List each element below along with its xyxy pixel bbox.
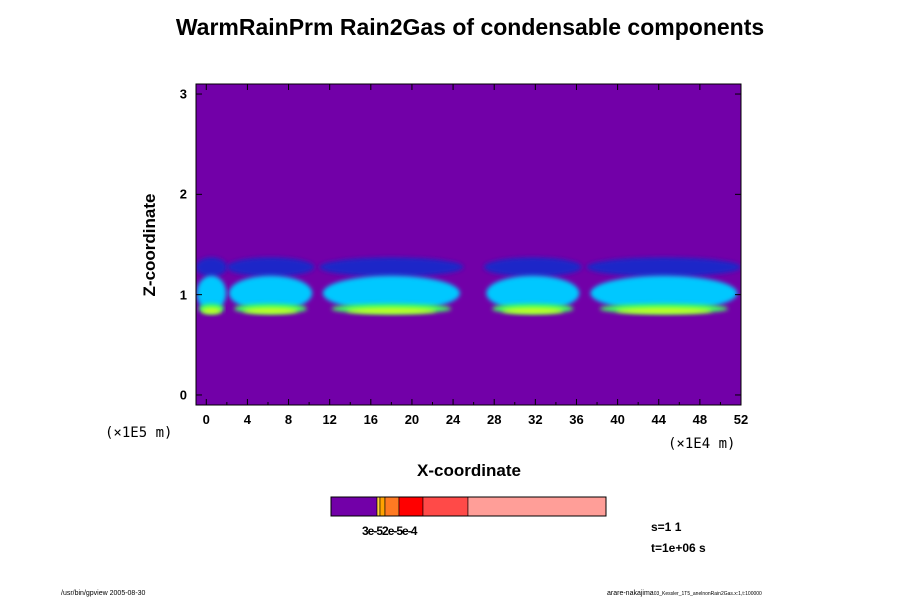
cloud-mid [196,275,227,311]
x-tick-label: 24 [445,412,461,427]
x-tick-label: 20 [404,412,420,427]
x-tick-label: 36 [569,412,584,427]
cloud-fringe [319,257,464,277]
cloud-fringe [226,257,315,277]
cloud-band [196,257,741,314]
chart-title: WarmRainPrm Rain2Gas of condensable comp… [175,14,765,40]
y-tick-label: 3 [179,86,187,102]
cloud-mid [590,275,738,311]
colorbar-frame [330,496,607,517]
x-tick-label: 28 [486,412,502,427]
cloud-peak [243,307,298,314]
colorbar-segment [376,496,381,517]
y-tick-label: 0 [179,387,187,403]
x-tick-label: 32 [528,412,543,427]
colorbar-segment [379,496,386,517]
y-axis-label: Z-coordinate [140,193,159,297]
s-info: s=1 1 [651,520,682,534]
t-info: t=1e+06 s [651,541,706,555]
plot-background [196,84,741,405]
colorbar-segment [467,496,607,517]
cloud-peak [615,307,713,314]
y-tick-label: 2 [179,186,187,202]
cloud-peak [201,307,222,314]
footer-command: /usr/bin/gpview 2005-08-30 [61,590,146,597]
plot-frame [195,83,742,406]
x-tick-label: 16 [363,412,379,427]
x-axis-label: X-coordinate [417,461,521,480]
x-tick-label: 0 [202,412,210,427]
colorbar-segment [398,496,424,517]
cloud-mid [228,275,313,311]
cloud-peak [502,307,564,314]
footer-user: arare-nakajima03_Kessler_1T5_anelnonRain… [607,590,762,597]
x-tick-label: 12 [322,412,337,427]
colorbar [330,496,607,517]
colorbar-segment [330,496,378,517]
cloud-fringe [586,257,741,277]
footer-file: 03_Kessler_1T5_anelnonRain2Gas.x:1,t:100… [653,591,762,597]
colorbar-segment [384,496,400,517]
x-tick-label: 4 [243,412,252,427]
x-tick-label: 8 [284,412,293,427]
footer-user-name: arare-nakajima [607,590,654,597]
cloud-fringe [196,257,227,277]
cloud-fringe [483,257,582,277]
x-tick-label: 40 [610,412,625,427]
tick-marks [196,84,742,405]
y-scale-note: (×1E5 m) [105,425,173,441]
x-tick-label: 52 [733,412,749,427]
cloud-peak [346,307,437,314]
cloud-mid [486,275,580,311]
colorbar-tick-label: 3e-52e-5e-4 [362,524,417,538]
cloud-mid [322,275,460,311]
x-tick-label: 48 [692,412,708,427]
x-scale-note: (×1E4 m) [668,436,736,452]
x-tick-label: 44 [651,412,666,427]
colorbar-segment [422,496,469,517]
y-tick-label: 1 [179,287,187,303]
